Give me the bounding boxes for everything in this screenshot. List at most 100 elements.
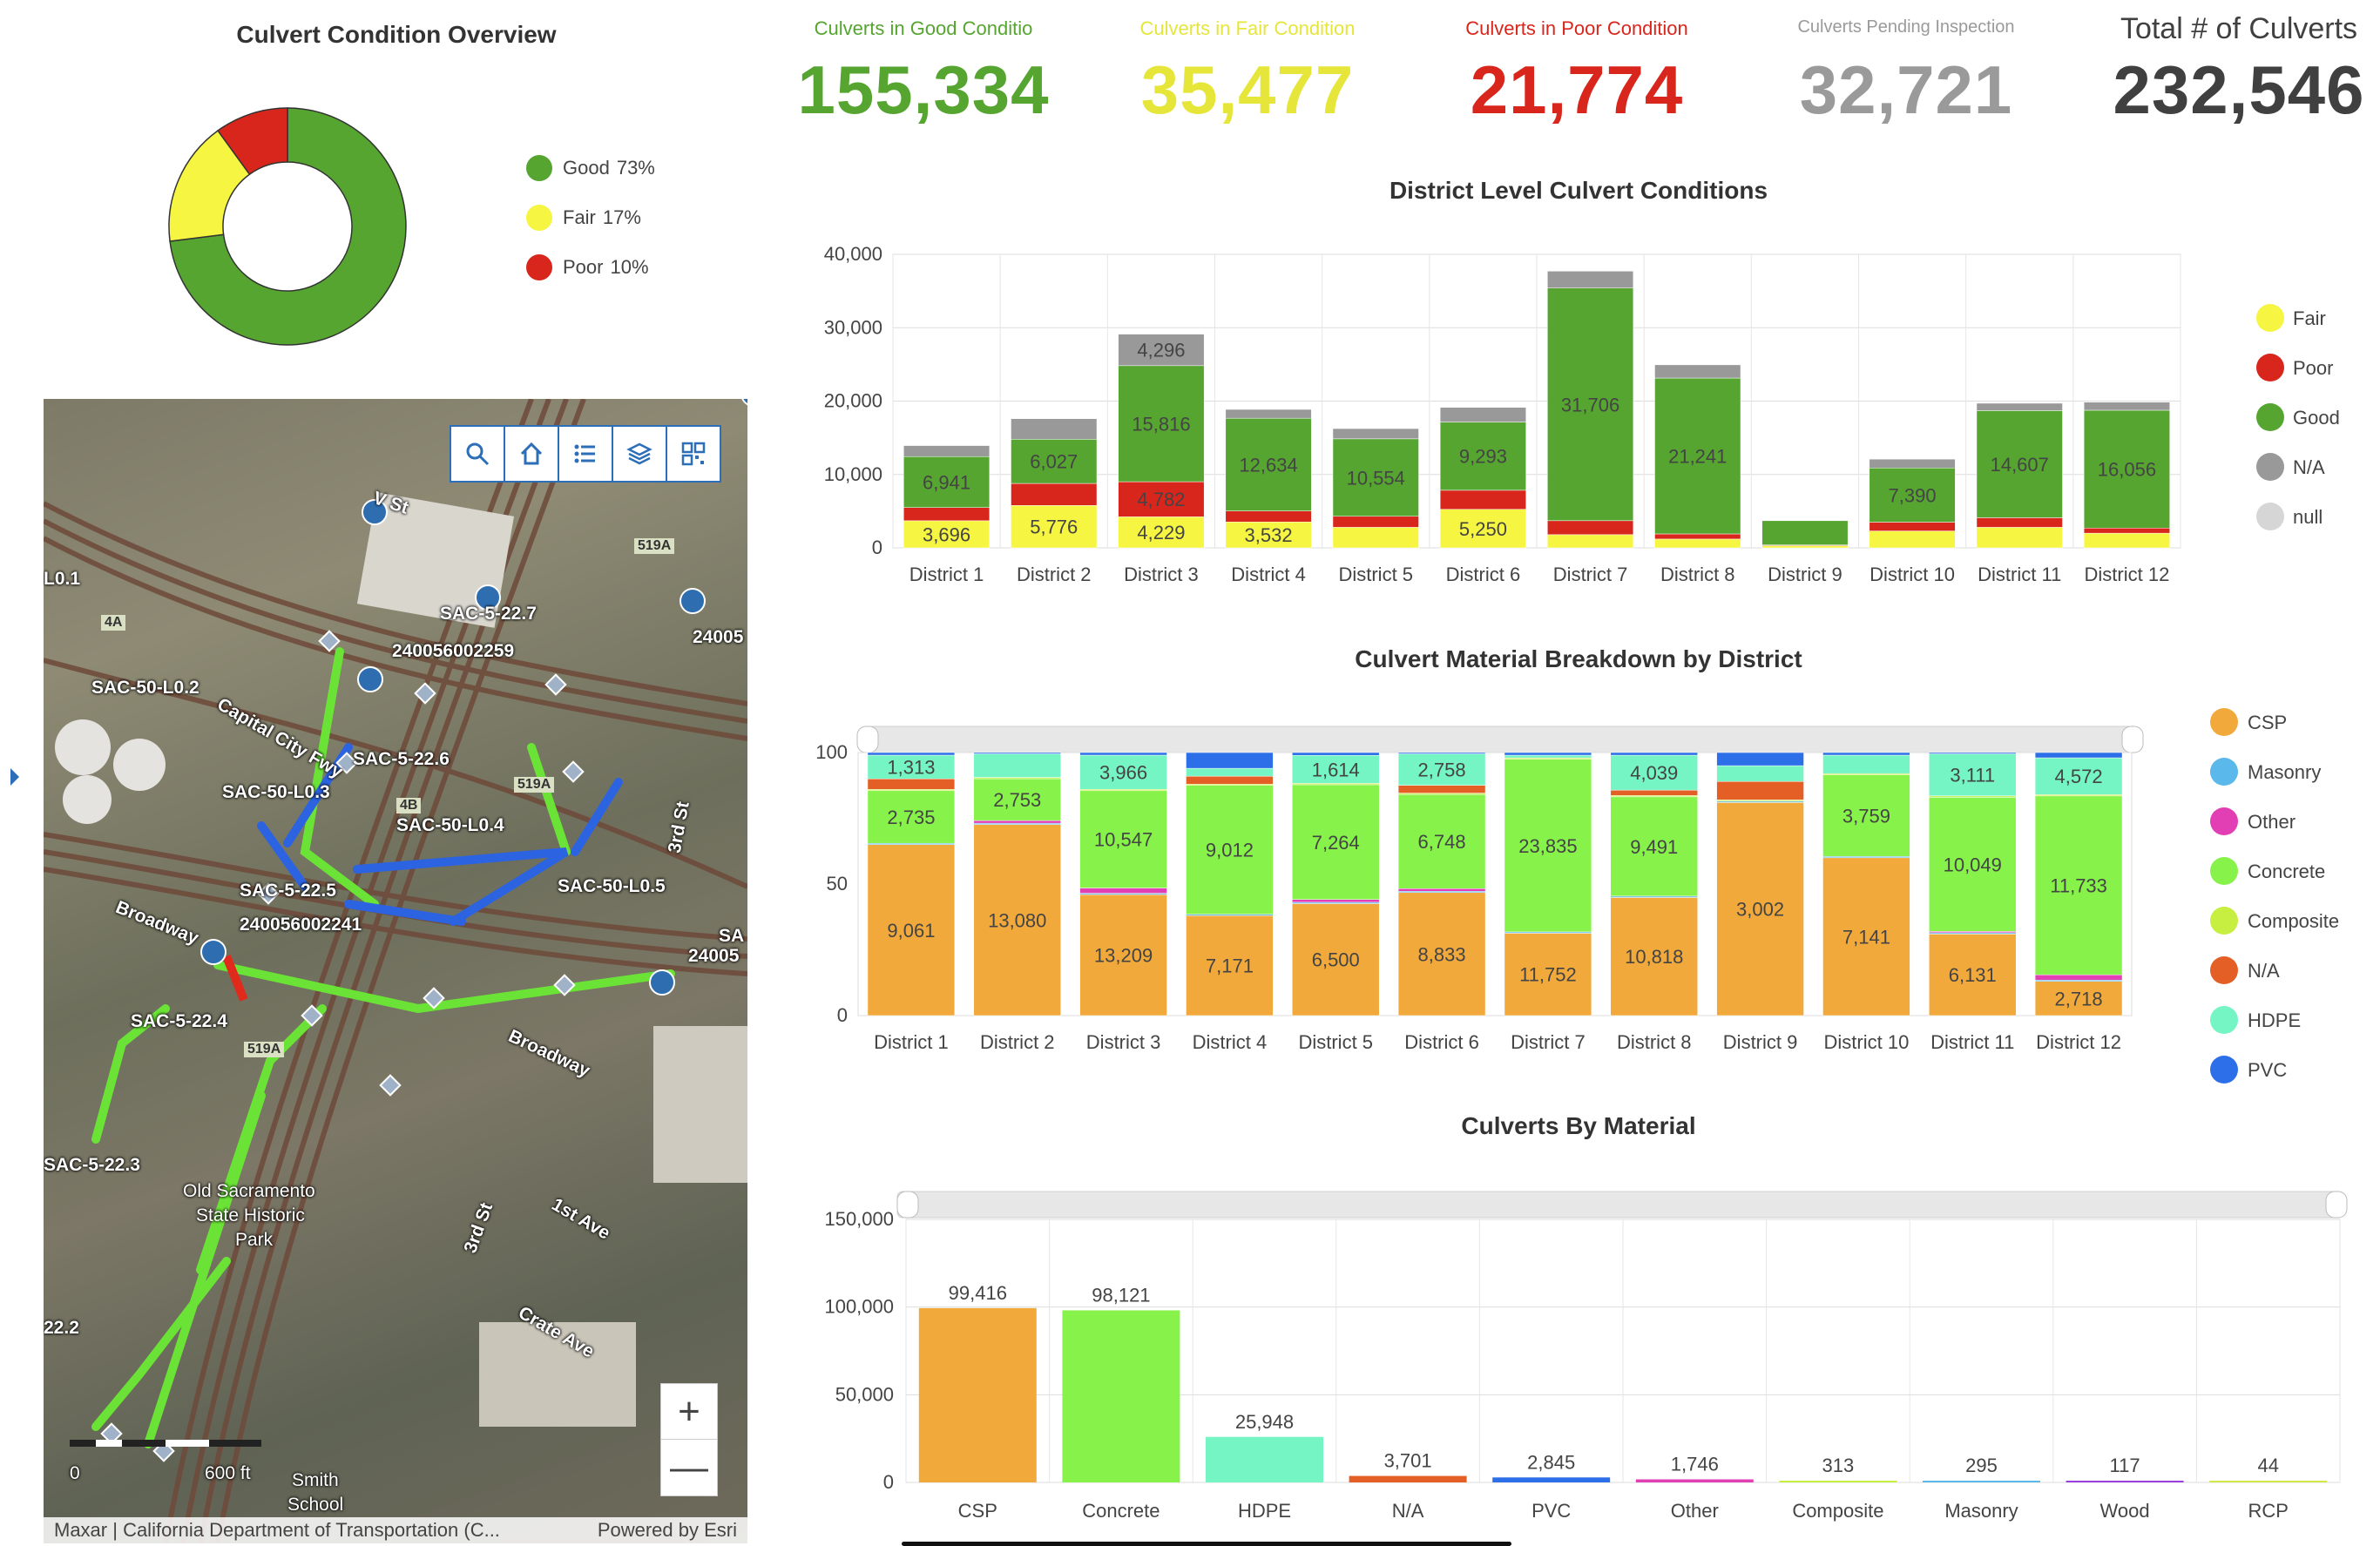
x-tick-label: District 9 bbox=[1723, 1031, 1798, 1053]
data-label: 1,614 bbox=[1312, 759, 1360, 780]
legend-swatch bbox=[526, 254, 552, 280]
panel-expand-icon[interactable] bbox=[9, 766, 21, 787]
data-label: 2,718 bbox=[2055, 988, 2103, 1009]
bar-segment bbox=[1439, 422, 1526, 491]
map-label: SAC-5-22.4 bbox=[131, 1011, 227, 1031]
map-label: 240056002259 bbox=[392, 641, 515, 661]
bar-segment bbox=[1716, 780, 1804, 800]
bar-segment bbox=[1397, 785, 1486, 793]
home-icon[interactable] bbox=[504, 425, 559, 483]
data-label: 3,966 bbox=[1099, 762, 1147, 784]
bar-segment bbox=[1332, 527, 1419, 549]
x-tick-label: CSP bbox=[958, 1500, 997, 1522]
zoom-in-button[interactable]: + bbox=[660, 1383, 718, 1441]
bar-segment bbox=[1439, 489, 1526, 510]
data-label: 21,241 bbox=[1668, 446, 1727, 468]
data-label: 25,948 bbox=[1235, 1411, 1294, 1433]
map-label: Park bbox=[235, 1230, 274, 1250]
x-tick-label: District 7 bbox=[1553, 564, 1628, 585]
bar-segment bbox=[1716, 765, 1804, 782]
bar-segment bbox=[1011, 439, 1098, 484]
x-tick-label: District 8 bbox=[1617, 1031, 1692, 1053]
x-tick-label: PVC bbox=[1531, 1500, 1571, 1522]
bar-segment bbox=[1610, 752, 1698, 756]
qr-icon[interactable] bbox=[666, 425, 721, 483]
bar-segment bbox=[1011, 483, 1098, 506]
legend-label: PVC bbox=[2248, 1059, 2287, 1081]
donut-slice-good bbox=[169, 107, 407, 346]
bar bbox=[1206, 1436, 1323, 1482]
bar-segment bbox=[973, 820, 1061, 824]
x-tick-label: District 11 bbox=[1930, 1031, 2014, 1053]
legend-swatch bbox=[2210, 758, 2238, 786]
bar-segment bbox=[1869, 468, 1956, 523]
data-label: 2,845 bbox=[1527, 1451, 1575, 1473]
bar-segment bbox=[1118, 334, 1205, 367]
bar-segment bbox=[1610, 796, 1698, 897]
culvert-map[interactable]: V St SAC-5-22.7 240056002259 SAC-50-L0.2… bbox=[44, 399, 747, 1543]
bar-segment bbox=[1397, 888, 1486, 892]
zoom-out-button[interactable]: — bbox=[660, 1439, 718, 1496]
x-tick-label: District 6 bbox=[1446, 564, 1521, 585]
range-slider-track bbox=[863, 726, 2137, 753]
data-label: 15,816 bbox=[1132, 413, 1190, 435]
bar bbox=[1062, 1310, 1180, 1482]
bar-segment bbox=[1929, 753, 2017, 797]
layers-icon[interactable] bbox=[612, 425, 667, 483]
donut-legend-item[interactable]: Good 73% bbox=[526, 155, 655, 181]
x-tick-label: Concrete bbox=[1082, 1500, 1160, 1522]
bar-segment bbox=[1822, 752, 1910, 756]
bar-segment bbox=[2034, 981, 2123, 1016]
data-label: 117 bbox=[2110, 1455, 2140, 1476]
donut-legend-item[interactable]: Poor 10% bbox=[526, 254, 649, 280]
bar-segment bbox=[973, 824, 1061, 1016]
map-attribution[interactable]: Maxar | California Department of Transpo… bbox=[54, 1519, 500, 1541]
bar-segment bbox=[1976, 410, 2063, 518]
bar-segment bbox=[1292, 752, 1380, 756]
list-icon[interactable] bbox=[558, 425, 613, 483]
data-label: 2,735 bbox=[887, 807, 935, 828]
chart-title: Culvert Material Breakdown by District bbox=[1355, 645, 1802, 672]
powered-by-esri[interactable]: Powered by Esri bbox=[597, 1519, 737, 1541]
y-tick-label: 150,000 bbox=[824, 1208, 894, 1230]
x-tick-label: District 5 bbox=[1298, 1031, 1373, 1053]
data-label: 99,416 bbox=[949, 1282, 1007, 1304]
data-label: 9,061 bbox=[887, 920, 935, 942]
data-label: 3,759 bbox=[1842, 805, 1890, 827]
home-indicator bbox=[902, 1542, 1511, 1546]
bar-segment bbox=[2083, 532, 2170, 549]
legend-label: HDPE bbox=[2248, 1009, 2301, 1031]
data-label: 7,264 bbox=[1312, 832, 1360, 854]
legend-swatch bbox=[2210, 956, 2238, 984]
bar-segment bbox=[1822, 774, 1910, 857]
bar-segment bbox=[1654, 364, 1741, 379]
plot-frame bbox=[857, 752, 2133, 1016]
bar bbox=[1349, 1475, 1467, 1482]
data-label: 10,554 bbox=[1347, 467, 1405, 489]
data-label: 11,733 bbox=[2050, 875, 2107, 897]
y-tick-label: 50 bbox=[827, 873, 848, 895]
bar bbox=[1779, 1481, 1897, 1482]
y-tick-label: 30,000 bbox=[824, 316, 882, 338]
search-icon[interactable] bbox=[450, 425, 505, 483]
kpi-label: Total # of Culverts bbox=[2120, 12, 2358, 45]
x-tick-label: District 12 bbox=[2036, 1031, 2121, 1053]
bar-segment bbox=[1397, 793, 1486, 889]
legend-swatch bbox=[526, 155, 552, 181]
data-label: 3,111 bbox=[1950, 765, 1995, 787]
x-tick-label: Other bbox=[1671, 1500, 1719, 1522]
kpi-value: 232,546 bbox=[2113, 51, 2365, 128]
donut-legend-item[interactable]: Fair 17% bbox=[526, 205, 641, 231]
bar-segment bbox=[1869, 522, 1956, 531]
bar-segment bbox=[1654, 533, 1741, 540]
data-label: 295 bbox=[1965, 1455, 1998, 1476]
bar-segment bbox=[1225, 521, 1312, 549]
bar-segment bbox=[2083, 402, 2170, 411]
map-label: L0.1 bbox=[44, 569, 81, 589]
bar-segment bbox=[1976, 402, 2063, 411]
bar-segment bbox=[1397, 892, 1486, 1016]
data-label: 1,313 bbox=[887, 757, 935, 779]
bar-segment bbox=[1186, 767, 1274, 777]
bar bbox=[2209, 1481, 2328, 1482]
bar-segment bbox=[1761, 520, 1849, 545]
